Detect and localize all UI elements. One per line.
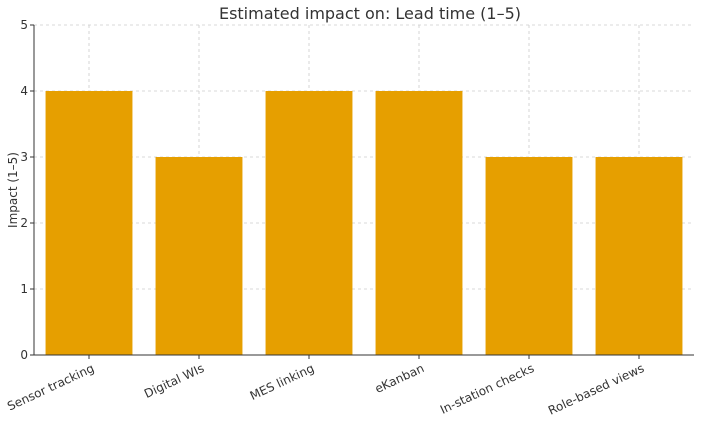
x-tick-label: eKanban xyxy=(373,361,427,396)
y-tick-label: 5 xyxy=(20,18,28,32)
bar xyxy=(155,157,243,355)
y-tick-label: 3 xyxy=(20,150,28,164)
bar xyxy=(595,157,683,355)
bar xyxy=(45,91,133,355)
bar xyxy=(265,91,353,355)
axes-layer xyxy=(33,25,694,356)
y-tick-label: 0 xyxy=(20,348,28,362)
x-tick-label: Role-based views xyxy=(546,361,646,418)
bars-layer xyxy=(45,91,683,355)
bar xyxy=(485,157,573,355)
y-tick-label: 2 xyxy=(20,216,28,230)
x-tick-label: In-station checks xyxy=(438,361,536,417)
y-axis-label: Impact (1–5) xyxy=(6,152,20,228)
x-tick-label: Digital WIs xyxy=(142,361,206,401)
grid-layer xyxy=(34,24,694,356)
y-tick-label: 1 xyxy=(20,282,28,296)
x-tick-label: MES linking xyxy=(248,361,317,403)
bar xyxy=(375,91,463,355)
x-tick-label: Sensor tracking xyxy=(5,361,96,413)
y-tick-label: 4 xyxy=(20,84,28,98)
chart-title: Estimated impact on: Lead time (1–5) xyxy=(219,4,521,23)
